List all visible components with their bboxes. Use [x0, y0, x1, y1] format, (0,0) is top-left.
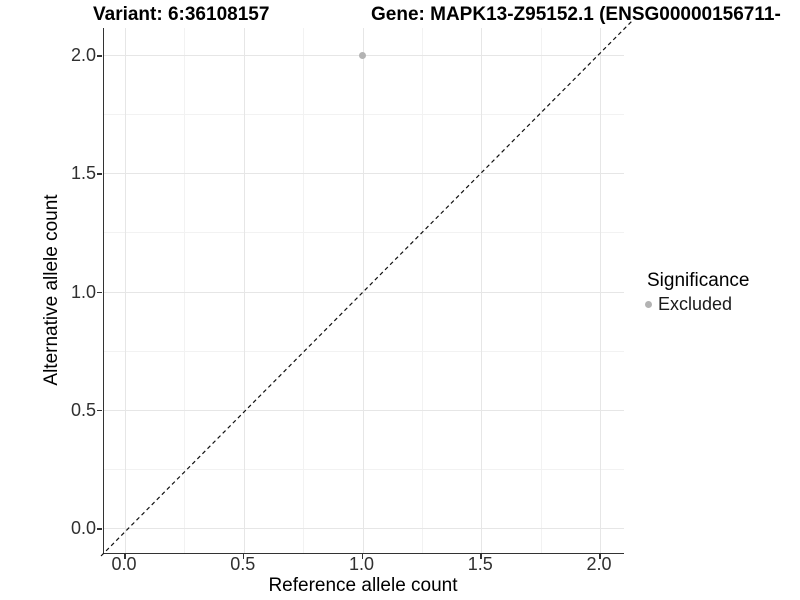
- y-gridline-major: [104, 291, 624, 293]
- x-tick-mark: [124, 554, 126, 559]
- y-tick-label: 2.0: [70, 45, 96, 65]
- y-tick-mark: [97, 173, 102, 175]
- legend-items: Excluded: [645, 294, 800, 314]
- y-gridline-minor: [104, 350, 624, 352]
- y-tick-label: 1.5: [70, 163, 96, 184]
- y-gridline-major: [104, 173, 624, 175]
- y-gridline-major: [104, 409, 624, 411]
- y-gridline-minor: [104, 114, 624, 116]
- x-tick-label: 0.0: [111, 554, 137, 574]
- x-gridline-major: [481, 28, 483, 553]
- x-tick-mark: [599, 554, 601, 559]
- legend-title: Significance: [647, 270, 750, 291]
- x-gridline-major: [125, 28, 126, 553]
- plot-panel: [100, 19, 634, 557]
- x-gridline-major: [362, 28, 364, 553]
- x-tick-label: 1.0: [348, 554, 375, 574]
- y-tick-mark: [97, 55, 102, 57]
- excluded-point-marker: [645, 300, 652, 308]
- y-gridline-minor: [104, 468, 624, 470]
- legend-item-excluded: Excluded: [645, 294, 800, 314]
- legend-item-label: Excluded: [658, 293, 733, 314]
- y-tick-label: 1.0: [70, 281, 96, 302]
- x-gridline-minor: [421, 28, 423, 553]
- x-gridline-minor: [184, 28, 186, 553]
- y-gridline-major: [104, 528, 624, 529]
- data-point: [359, 51, 366, 59]
- plot-title-gene: Gene: MAPK13-Z95152.1 (ENSG00000156711-: [371, 4, 781, 25]
- y-tick-mark: [97, 291, 102, 293]
- x-tick-label: 0.5: [230, 554, 256, 574]
- x-tick-mark: [480, 554, 482, 559]
- x-gridline-major: [600, 28, 601, 553]
- x-tick-mark: [242, 554, 245, 559]
- y-tick-label: 0.0: [70, 518, 96, 538]
- y-gridline-minor: [104, 232, 624, 234]
- identity-dashed-line: [100, 19, 634, 557]
- plot-title-variant: Variant: 6:36108157: [93, 4, 270, 25]
- x-axis-title: Reference allele count: [268, 575, 458, 596]
- legend: Significance Excluded: [645, 270, 800, 314]
- x-gridline-minor: [303, 28, 305, 553]
- x-gridline-minor: [540, 28, 542, 553]
- x-gridline-major: [243, 28, 245, 553]
- y-tick-mark: [97, 409, 102, 412]
- x-tick-mark: [361, 554, 363, 559]
- x-tick-label: 2.0: [586, 554, 612, 574]
- y-tick-mark: [97, 528, 102, 530]
- y-tick-label: 0.5: [70, 399, 96, 420]
- x-tick-label: 1.5: [467, 554, 493, 574]
